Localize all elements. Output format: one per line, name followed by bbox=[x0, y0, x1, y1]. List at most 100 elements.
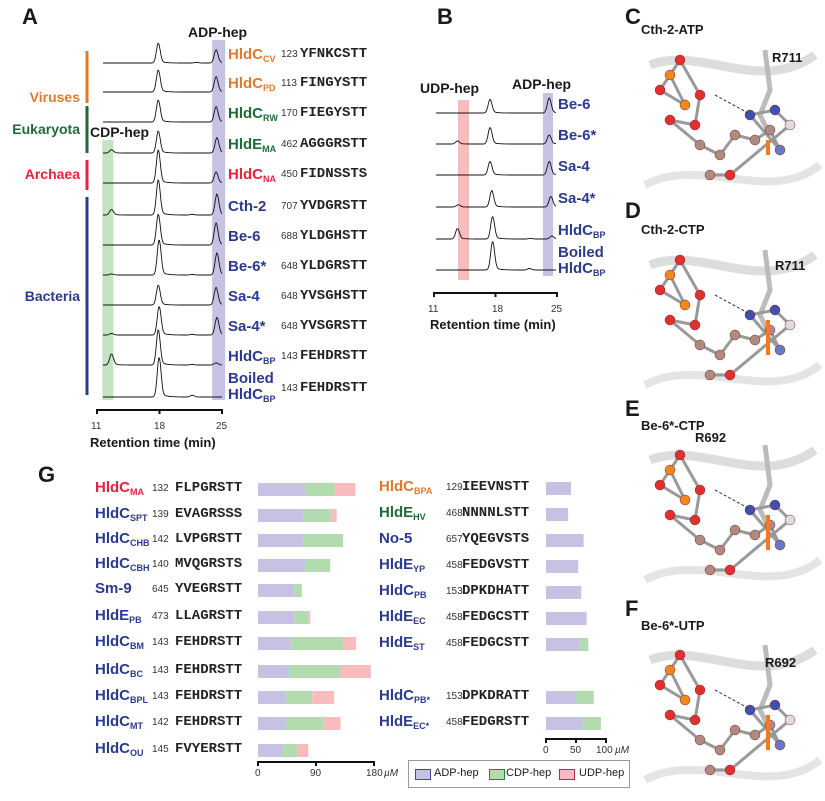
g-left-sequence-position: 143 bbox=[152, 691, 169, 702]
sequence-position: 450 bbox=[281, 169, 298, 180]
sample-name: Boiled HldCBP bbox=[228, 370, 276, 405]
g-left-enzyme-name: Sm-9 bbox=[95, 580, 132, 597]
structure-c-atom bbox=[704, 169, 716, 181]
g-left-motif-sequence: YVEGRSTT bbox=[175, 581, 243, 597]
structure-f-atom bbox=[674, 649, 686, 661]
motif-sequence: FIEGYSTT bbox=[300, 105, 368, 121]
structure-e-atom bbox=[679, 494, 691, 506]
structure-c-atom bbox=[764, 124, 776, 136]
structure-c-residue: R711 bbox=[772, 50, 803, 65]
b-sample-name: Be-6* bbox=[558, 127, 597, 144]
g-right-unit: µM bbox=[615, 745, 630, 756]
structure-f-hydrogen-bond bbox=[714, 689, 749, 709]
chromatogram-trace-10 bbox=[103, 329, 222, 366]
g-right-bar-adp-hep bbox=[546, 534, 584, 547]
g-left-enzyme-name: HldCCBH bbox=[95, 555, 150, 573]
g-left-bar-adp-hep bbox=[258, 509, 304, 522]
chromatogram-trace-3 bbox=[103, 130, 223, 154]
structure-d-atom bbox=[664, 269, 676, 281]
g-right-motif-sequence: IEEVNSTT bbox=[462, 479, 530, 495]
legend-label: UDP-hep bbox=[579, 767, 625, 779]
a-xtick: 25 bbox=[216, 421, 228, 432]
structure-f-arginine-stick bbox=[757, 644, 773, 732]
g-left-motif-sequence: FEHDRSTT bbox=[175, 714, 243, 730]
structure-d-title: Cth-2-CTP bbox=[641, 222, 705, 237]
g-left-sequence-position: 142 bbox=[152, 534, 169, 545]
structure-e-atom bbox=[744, 504, 756, 516]
structure-d-atom bbox=[674, 254, 686, 266]
structure-e-atom bbox=[664, 464, 676, 476]
g-left-sequence-position: 139 bbox=[152, 509, 169, 520]
structure-d-atom bbox=[749, 334, 761, 346]
g-right-bar-cdp-hep bbox=[583, 717, 601, 730]
g-left-sequence-position: 142 bbox=[152, 717, 169, 728]
a-xlabel: Retention time (min) bbox=[90, 435, 216, 450]
chromatogram-trace-1 bbox=[103, 69, 223, 93]
legend-label: CDP-hep bbox=[506, 767, 552, 779]
structure-e-atom bbox=[774, 539, 786, 551]
structure-c-atom bbox=[679, 99, 691, 111]
structure-e-ribbon bbox=[648, 446, 818, 471]
g-left-sequence-position: 645 bbox=[152, 584, 169, 595]
g-left-bar-udp-hep bbox=[340, 665, 371, 678]
g-left-bar-adp-hep bbox=[258, 717, 286, 730]
g-left-enzyme-name: HldCBC bbox=[95, 661, 143, 679]
g-left-bar-adp-hep bbox=[258, 611, 295, 624]
g-right-sequence-position: 129 bbox=[446, 482, 463, 493]
b-xtick: 25 bbox=[551, 304, 563, 315]
structure-d-atom bbox=[664, 314, 676, 326]
g-left-bar-udp-hep bbox=[308, 611, 311, 624]
sequence-position: 462 bbox=[281, 139, 298, 150]
g-right-enzyme-name: HldEEC bbox=[379, 608, 426, 626]
chromatogram-trace-0 bbox=[103, 42, 223, 64]
legend: ADP-hep CDP-hep UDP-hep bbox=[408, 760, 630, 788]
g-left-xtick: 90 bbox=[310, 768, 322, 779]
structure-c-atom bbox=[689, 119, 701, 131]
g-left-motif-sequence: LVPGRSTT bbox=[175, 531, 243, 547]
g-right-sequence-position: 153 bbox=[446, 691, 463, 702]
structure-d-atom bbox=[724, 369, 736, 381]
sequence-position: 648 bbox=[281, 321, 298, 332]
g-right-bar-cdp-hep bbox=[576, 691, 594, 704]
cdp-hep-band bbox=[102, 140, 114, 400]
structure-f-atom bbox=[689, 714, 701, 726]
structure-e-bond bbox=[669, 513, 701, 542]
sample-name: HldCNA bbox=[228, 166, 276, 184]
structure-c-bond bbox=[668, 74, 687, 106]
g-left-sequence-position: 140 bbox=[152, 559, 169, 570]
b-sample-name: Sa-4* bbox=[558, 190, 596, 207]
structure-f-bond bbox=[729, 718, 791, 772]
chromatogram-trace-7 bbox=[103, 239, 223, 276]
structure-f-atom bbox=[784, 714, 796, 726]
structure-e-ribbon bbox=[643, 556, 823, 584]
b-sample-name: HldCBP bbox=[558, 222, 606, 240]
g-left-bar-cdp-hep bbox=[305, 483, 335, 496]
g-right-sequence-position: 458 bbox=[446, 638, 463, 649]
structure-d-atom bbox=[694, 289, 706, 301]
structure-c-atom bbox=[694, 139, 706, 151]
panel-e-label: E bbox=[625, 396, 640, 421]
g-left-motif-sequence: FEHDRSTT bbox=[175, 688, 243, 704]
g-left-bar-cdp-hep bbox=[288, 665, 341, 678]
structure-d-atom bbox=[679, 299, 691, 311]
g-left-bar-udp-hep bbox=[334, 483, 356, 496]
chromatogram-trace-4 bbox=[103, 149, 223, 184]
g-right-bar-adp-hep bbox=[546, 560, 579, 573]
sequence-position: 123 bbox=[281, 49, 298, 60]
g-right-motif-sequence: DPKDRATT bbox=[462, 688, 530, 704]
structure-c-hydrogen-bond bbox=[714, 94, 749, 114]
chromatogram-trace-11 bbox=[103, 357, 222, 398]
sample-name: HldCBP bbox=[228, 348, 276, 366]
structure-c-atom bbox=[664, 69, 676, 81]
g-right-motif-sequence: DPKDHATT bbox=[462, 583, 530, 599]
structure-c-atom bbox=[774, 144, 786, 156]
structure-e-atom bbox=[664, 509, 676, 521]
g-left-bar-cdp-hep bbox=[285, 691, 313, 704]
sequence-position: 170 bbox=[281, 108, 298, 119]
structure-d-bond bbox=[678, 259, 702, 296]
b-sample-name: Sa-4 bbox=[558, 158, 590, 175]
g-right-sequence-position: 153 bbox=[446, 586, 463, 597]
structure-f-residue: R692 bbox=[765, 655, 797, 670]
b-x-axis bbox=[433, 292, 558, 297]
b-xtick: 18 bbox=[492, 304, 504, 315]
